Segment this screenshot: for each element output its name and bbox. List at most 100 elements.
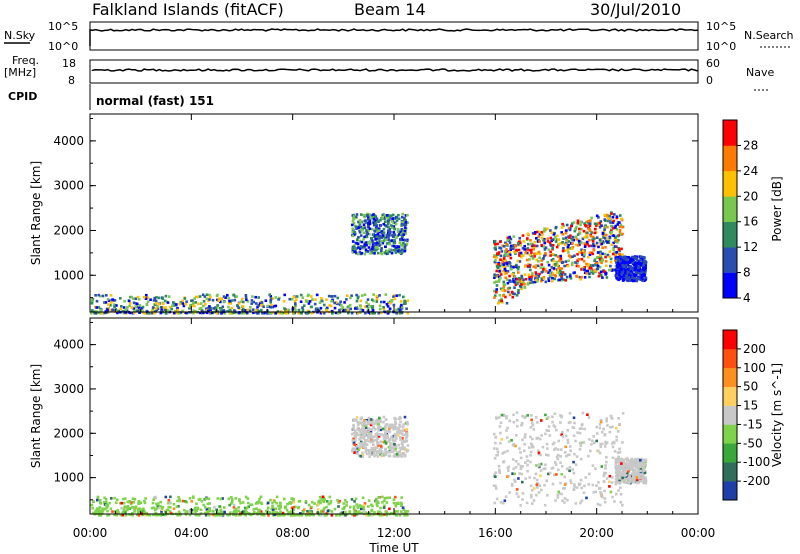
power-cell <box>231 312 234 315</box>
power-cell <box>178 312 181 315</box>
velocity-cell <box>611 425 614 429</box>
power-cell <box>628 279 632 282</box>
velocity-cell <box>405 430 408 433</box>
velocity-cell <box>204 511 207 515</box>
velocity-cell <box>618 476 622 480</box>
power-cell <box>591 252 595 256</box>
power-cell <box>542 266 545 269</box>
power-cell <box>403 226 407 229</box>
power-cell <box>527 281 530 285</box>
velocity-cell <box>544 432 547 436</box>
power-cell <box>372 248 375 252</box>
power-cell <box>371 233 375 236</box>
power-cell <box>512 280 515 283</box>
velocity-cell <box>580 486 583 490</box>
velocity-cell <box>98 499 102 502</box>
velocity-cell <box>556 453 560 457</box>
velocity-cell <box>98 511 102 515</box>
power-cell <box>380 236 384 239</box>
power-cell <box>505 242 508 246</box>
velocity-cell <box>393 426 396 429</box>
velocity-cell <box>290 497 293 500</box>
power-cell <box>365 232 369 236</box>
power-cell <box>363 293 367 296</box>
power-cell <box>386 234 389 237</box>
power-cell <box>560 274 563 278</box>
velocity-cell <box>519 456 523 460</box>
power-cell <box>319 306 323 310</box>
power-cell <box>154 299 158 303</box>
power-cell <box>201 293 205 297</box>
velocity-cell <box>151 501 155 505</box>
velocity-ytick-label: 1000 <box>53 471 84 485</box>
velocity-cell <box>602 474 606 478</box>
velocity-cell <box>216 510 219 513</box>
power-cell <box>393 241 397 245</box>
power-cell <box>175 303 178 306</box>
power-cell <box>171 304 174 307</box>
power-cell <box>509 237 513 241</box>
velocity-cell <box>213 505 216 509</box>
power-cell <box>635 279 638 283</box>
power-cell <box>209 309 212 312</box>
power-cell <box>501 260 504 264</box>
power-cell <box>367 246 371 249</box>
velocity-cell <box>116 509 120 512</box>
power-cell <box>575 225 578 229</box>
power-cell <box>358 219 362 222</box>
power-cell <box>293 300 297 303</box>
velocity-cell <box>640 476 644 479</box>
power-cell <box>386 216 390 220</box>
power-cell <box>354 215 358 219</box>
power-cell <box>267 311 271 314</box>
power-cell <box>566 239 569 243</box>
power-cell <box>123 299 126 303</box>
velocity-cell <box>493 457 497 460</box>
velocity-cell <box>551 482 555 486</box>
nsky-tick-top: 10^5 <box>48 20 78 33</box>
power-cell <box>608 268 611 272</box>
velocity-cell <box>367 430 370 433</box>
power-cell <box>142 311 145 315</box>
power-cell <box>551 246 554 250</box>
power-cell <box>164 312 168 315</box>
power-cell <box>503 254 506 258</box>
velocity-cell <box>266 506 270 510</box>
velocity-cell <box>393 453 397 456</box>
power-cell <box>517 248 521 252</box>
power-cell <box>365 243 368 247</box>
velocity-cell <box>259 495 263 499</box>
velocity-cell <box>622 459 625 462</box>
velocity-cell <box>231 498 234 501</box>
power-cell <box>493 289 496 293</box>
power-cell <box>388 302 392 305</box>
velocity-cell <box>352 441 356 445</box>
velocity-cell <box>510 484 514 487</box>
velocity-cell <box>338 499 342 503</box>
power-cell <box>608 255 611 259</box>
power-cell <box>340 304 343 307</box>
power-cell <box>499 254 503 258</box>
velocity-cell <box>620 471 624 474</box>
power-cell <box>641 277 644 280</box>
velocity-cell <box>129 502 133 506</box>
power-cell <box>547 263 551 267</box>
power-cell <box>181 302 185 305</box>
velocity-cell <box>388 423 392 427</box>
power-cell <box>371 243 375 246</box>
power-cell <box>393 233 396 236</box>
power-cell <box>505 262 509 266</box>
power-cell <box>216 306 219 309</box>
velocity-cell <box>325 505 328 509</box>
power-cell <box>627 268 630 271</box>
velocity-cell <box>573 452 576 456</box>
power-cell <box>505 278 509 281</box>
power-cell <box>371 240 375 244</box>
velocity-cell <box>279 510 282 513</box>
power-cell <box>380 247 383 250</box>
power-cell <box>616 276 620 279</box>
power-cell <box>108 308 112 312</box>
velocity-cell <box>552 441 556 445</box>
velocity-cell <box>604 467 607 470</box>
power-cell <box>505 253 509 257</box>
